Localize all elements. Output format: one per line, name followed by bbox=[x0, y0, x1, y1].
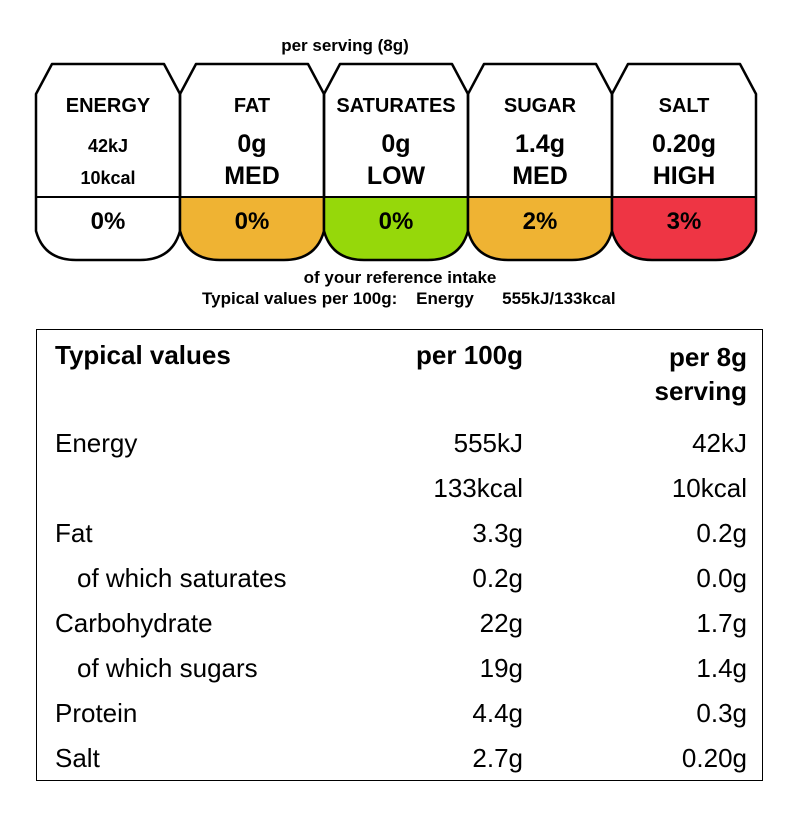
gda-fat-level: MED bbox=[224, 162, 280, 190]
gda-saturates-color-band bbox=[324, 197, 468, 260]
gda-fat-amount: 0g bbox=[237, 130, 267, 158]
gda-saturates-level: LOW bbox=[366, 162, 426, 190]
gda-saturates-percent: 0% bbox=[378, 208, 414, 235]
table-row: of which sugars 19g 1.4g bbox=[37, 653, 762, 693]
gda-sugar-percent: 2% bbox=[522, 208, 558, 235]
table-row: Energy 555kJ 42kJ bbox=[37, 428, 762, 468]
table-row: Carbohydrate 22g 1.7g bbox=[37, 608, 762, 648]
gda-fat-percent: 0% bbox=[234, 208, 270, 235]
table-row: Fat 3.3g 0.2g bbox=[37, 518, 762, 558]
gda-saturates-amount: 0g bbox=[381, 130, 411, 158]
value-per-100g: 4.4g bbox=[472, 698, 523, 728]
value-per-100g: 22g bbox=[479, 608, 523, 638]
gda-sugar-level: MED bbox=[512, 162, 568, 190]
gda-energy-percent: 0% bbox=[90, 208, 126, 235]
gda-salt-color-band bbox=[612, 197, 756, 260]
header-typical-values: Typical values bbox=[55, 340, 231, 370]
value-per-serving: 10kcal bbox=[671, 473, 747, 503]
gda-energy-kj: 42kJ bbox=[87, 136, 129, 156]
gda-energy-name: ENERGY bbox=[65, 95, 151, 117]
header-per-serving: per 8g serving bbox=[655, 340, 748, 408]
table-header-row: Typical values per 100g per 8g serving bbox=[37, 340, 762, 406]
traffic-light-label: ENERGY 42kJ 10kcal 0% FAT 0g MED 0% SATU… bbox=[34, 62, 758, 267]
nutrient-name: Protein bbox=[55, 698, 138, 728]
typical-per-100g-text: Typical values per 100g: Energy 555kJ/13… bbox=[202, 289, 616, 308]
table-row: Salt 2.7g 0.20g bbox=[37, 743, 762, 783]
nutrient-name: Carbohydrate bbox=[55, 608, 213, 638]
value-per-serving: 0.3g bbox=[696, 698, 747, 728]
header-per-serving-line2: serving bbox=[654, 376, 748, 406]
table-row: Protein 4.4g 0.3g bbox=[37, 698, 762, 738]
value-per-serving: 0.20g bbox=[681, 743, 747, 773]
value-per-serving: 0.0g bbox=[696, 563, 747, 593]
value-per-100g: 133kcal bbox=[433, 473, 523, 503]
table-row: of which saturates 0.2g 0.0g bbox=[37, 563, 762, 603]
reference-intake-text: of your reference intake bbox=[303, 268, 497, 287]
nutrition-table: Typical values per 100g per 8g serving E… bbox=[36, 329, 763, 781]
per-serving-title: per serving (8g) bbox=[281, 36, 409, 55]
gda-salt-percent: 3% bbox=[666, 208, 702, 235]
nutrient-name: of which sugars bbox=[77, 653, 258, 683]
nutrient-name: Fat bbox=[55, 518, 93, 548]
gda-salt-amount: 0.20g bbox=[652, 130, 716, 158]
gda-salt-level: HIGH bbox=[652, 162, 716, 190]
value-per-serving: 1.7g bbox=[696, 608, 747, 638]
nutrient-name: of which saturates bbox=[77, 563, 287, 593]
nutrient-name: Energy bbox=[55, 428, 138, 458]
value-per-100g: 0.2g bbox=[472, 563, 523, 593]
gda-energy-color-band bbox=[36, 197, 180, 260]
value-per-100g: 19g bbox=[479, 653, 523, 683]
gda-sugar-color-band bbox=[468, 197, 612, 260]
gda-fat-name: FAT bbox=[233, 95, 271, 117]
value-per-100g: 2.7g bbox=[472, 743, 523, 773]
traffic-light-shapes bbox=[34, 62, 758, 262]
table-row: 133kcal 10kcal bbox=[37, 473, 762, 513]
gda-sugar-name: SUGAR bbox=[503, 95, 577, 117]
value-per-100g: 555kJ bbox=[453, 428, 523, 458]
header-per-serving-line1: per 8g bbox=[668, 342, 747, 372]
nutrient-name: Salt bbox=[55, 743, 100, 773]
value-per-serving: 42kJ bbox=[692, 428, 747, 458]
gda-salt-outline bbox=[610, 62, 758, 262]
gda-energy-kcal: 10kcal bbox=[80, 168, 136, 188]
gda-sugar-amount: 1.4g bbox=[514, 130, 566, 158]
gda-fat-color-band bbox=[180, 197, 324, 260]
gda-salt-name: SALT bbox=[658, 95, 710, 117]
header-per-100g: per 100g bbox=[416, 340, 523, 370]
value-per-serving: 1.4g bbox=[696, 653, 747, 683]
value-per-100g: 3.3g bbox=[472, 518, 523, 548]
gda-saturates-name: SATURATES bbox=[336, 95, 456, 117]
value-per-serving: 0.2g bbox=[696, 518, 747, 548]
